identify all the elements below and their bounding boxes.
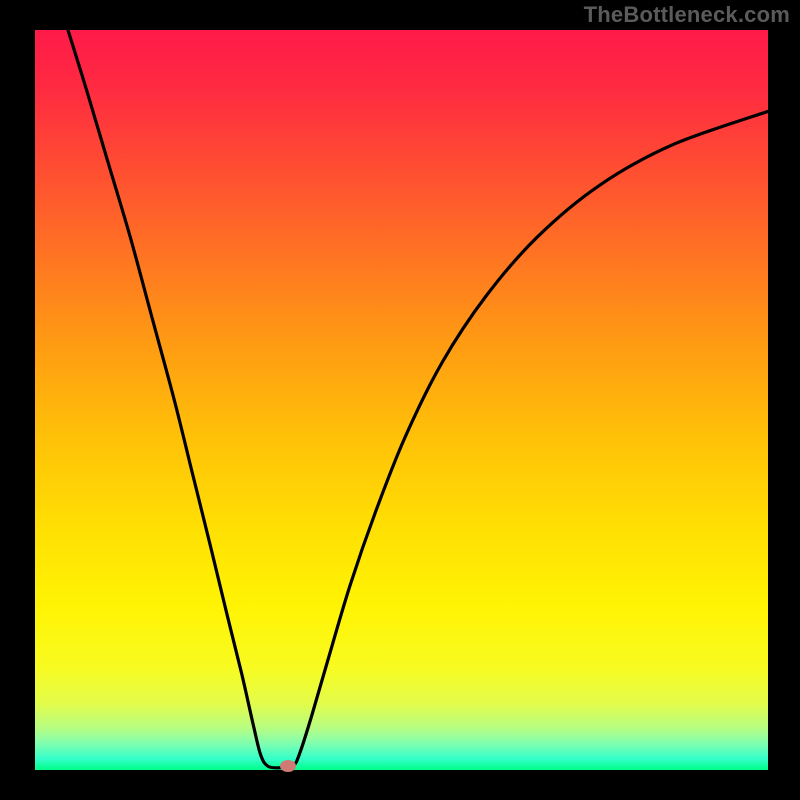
- plot-area: [35, 30, 768, 770]
- chart-frame: TheBottleneck.com: [0, 0, 800, 800]
- watermark-text: TheBottleneck.com: [584, 2, 790, 28]
- bottleneck-curve: [35, 30, 768, 770]
- optimal-point-marker: [280, 760, 296, 772]
